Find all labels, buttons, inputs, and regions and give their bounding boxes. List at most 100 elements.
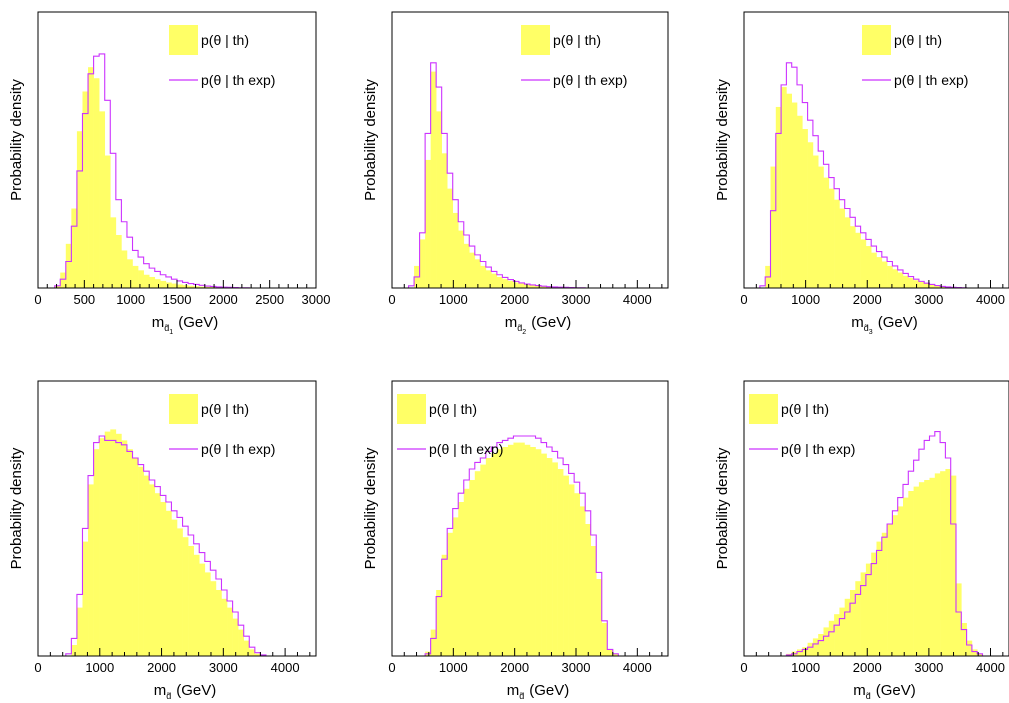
histogram-bar [502, 279, 509, 288]
histogram-bar [607, 649, 614, 656]
histogram-bar [897, 272, 904, 288]
histogram-bar [165, 510, 172, 656]
histogram-bar [860, 239, 867, 288]
histogram-bar [436, 111, 442, 288]
histogram-bar [839, 208, 845, 288]
histogram-bar [143, 274, 150, 288]
histogram-bar [818, 634, 824, 656]
histogram-bar [82, 91, 89, 288]
chart-panel-1: 0 500 1000 1500 2000 2500 3000 md̃1(GeV) Probabi… [8, 11, 330, 336]
legend-fill-label: p(θ | th) [429, 401, 477, 417]
plot-frame [391, 380, 669, 657]
histogram-bar [513, 282, 520, 288]
histogram-bar [908, 491, 914, 656]
plot-area [744, 62, 1009, 288]
histogram-bar [977, 653, 983, 656]
x-tick-label: 2000 [853, 292, 882, 307]
histogram-bar [876, 541, 883, 656]
histogram-bar [115, 433, 122, 656]
histogram-bar [850, 590, 856, 656]
x-tick-label: 1000 [85, 660, 114, 675]
histogram-bar [171, 519, 178, 656]
histogram-bar [823, 177, 830, 288]
x-tick-label: 2000 [500, 660, 529, 675]
histogram-bar [76, 131, 83, 288]
histogram-bar [612, 653, 619, 656]
histogram-bar [956, 583, 962, 656]
histogram-bar [430, 71, 437, 288]
histogram-bar [971, 649, 978, 656]
histogram-bar [243, 640, 250, 656]
histogram-bar [149, 484, 156, 656]
histogram-bar [110, 217, 117, 288]
histogram-line [392, 435, 668, 656]
histogram-bar [199, 286, 206, 288]
histogram-bar [530, 447, 536, 656]
histogram-bar [881, 532, 888, 656]
x-tick-label: 0 [34, 660, 41, 675]
histogram-bar [507, 444, 514, 656]
histogram-bar [924, 480, 930, 656]
histogram-bar [844, 217, 851, 288]
legend-fill-label: p(θ | th) [201, 32, 249, 48]
histogram-bar [215, 590, 222, 656]
x-tick-label: 1000 [439, 660, 468, 675]
histogram-bar [458, 230, 465, 288]
histogram-bar [188, 546, 194, 656]
histogram-bar [121, 440, 128, 656]
histogram-bar [934, 473, 941, 656]
histogram-bar [132, 458, 139, 656]
histogram-line [744, 431, 1009, 656]
x-tick-label: 1000 [116, 292, 145, 307]
histogram-bar [601, 623, 608, 656]
histogram-bar [507, 280, 514, 288]
histogram-bar [93, 449, 100, 656]
histogram-bar [160, 280, 167, 288]
histogram-bar [887, 265, 893, 288]
y-axis-label: Probability density [714, 447, 731, 569]
histogram-bar [221, 598, 228, 656]
x-tick-label: 4000 [976, 660, 1005, 675]
histogram-bar [160, 502, 167, 656]
histogram-bar [496, 449, 503, 656]
x-tick-label: 1000 [791, 660, 820, 675]
legend-fill-label: p(θ | th) [553, 32, 601, 48]
x-tick-label: 3000 [914, 292, 943, 307]
histogram-bar [132, 265, 139, 288]
histogram-bar [93, 78, 100, 288]
histogram-bar [463, 243, 470, 288]
legend-line-label: p(θ | th exp) [201, 72, 275, 88]
histogram-bar [485, 458, 492, 656]
histogram-bar [786, 93, 792, 288]
histogram-bar [210, 581, 217, 656]
legend-fill-swatch [749, 394, 778, 424]
plot-frame [743, 380, 1009, 657]
histogram-bar [474, 259, 481, 288]
plot-area [38, 429, 316, 656]
x-tick-label: 4000 [623, 660, 652, 675]
histogram-bar [138, 270, 144, 288]
histogram-bar [918, 482, 925, 656]
histogram-bar [924, 283, 930, 288]
x-axis-label: md̃ (GeV) [853, 682, 916, 701]
x-tick-label: 3000 [914, 660, 943, 675]
legend-fill-label: p(θ | th) [894, 32, 942, 48]
histogram-bar [770, 166, 777, 288]
histogram-bar [441, 554, 448, 656]
histogram-bar [818, 166, 824, 288]
histogram-bar [54, 285, 61, 288]
histogram-line [744, 62, 1009, 288]
histogram-bar [945, 469, 951, 656]
histogram-bar [121, 250, 128, 288]
legend-line-label: p(θ | th exp) [201, 441, 275, 457]
x-tick-label: 0 [388, 292, 395, 307]
histogram-bar [541, 286, 547, 288]
plot-area [38, 53, 316, 288]
histogram-bar [188, 285, 194, 288]
x-tick-label: 2000 [209, 292, 238, 307]
histogram-bar [126, 259, 133, 288]
x-tick-label: 3000 [209, 660, 238, 675]
histogram-bar [71, 208, 78, 288]
histogram-bar [238, 629, 245, 656]
histogram-bar [177, 528, 183, 656]
